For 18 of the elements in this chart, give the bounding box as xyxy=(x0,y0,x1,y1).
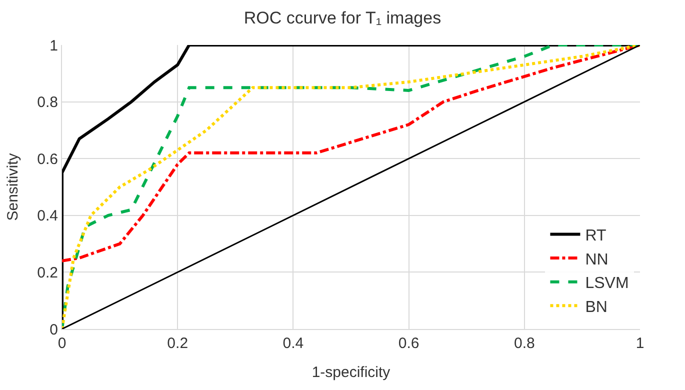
x-axis-title: 1-specificity xyxy=(312,364,391,381)
x-tick-label: 0.6 xyxy=(398,335,420,352)
y-tick-label: 0.8 xyxy=(37,94,58,112)
legend-label: NN xyxy=(585,251,608,268)
legend-label: RT xyxy=(585,227,606,244)
y-tick-label: 0.6 xyxy=(37,150,58,168)
x-tick-label: 1 xyxy=(636,335,644,352)
legend-label: LSVM xyxy=(585,275,629,292)
legend-label: BN xyxy=(585,298,608,316)
x-tick-label: 0.2 xyxy=(167,335,188,352)
y-tick-label: 0.2 xyxy=(37,264,58,282)
x-tick-label: 0.8 xyxy=(514,335,535,352)
chart-title: ROC ccurve for T₁ images xyxy=(244,8,442,28)
y-tick-label: 0.4 xyxy=(37,208,58,225)
y-tick-label: 1 xyxy=(50,37,58,54)
y-axis-title: Sensitivity xyxy=(4,152,22,221)
x-tick-label: 0.4 xyxy=(282,335,304,352)
y-tick-label: 0 xyxy=(50,321,58,338)
